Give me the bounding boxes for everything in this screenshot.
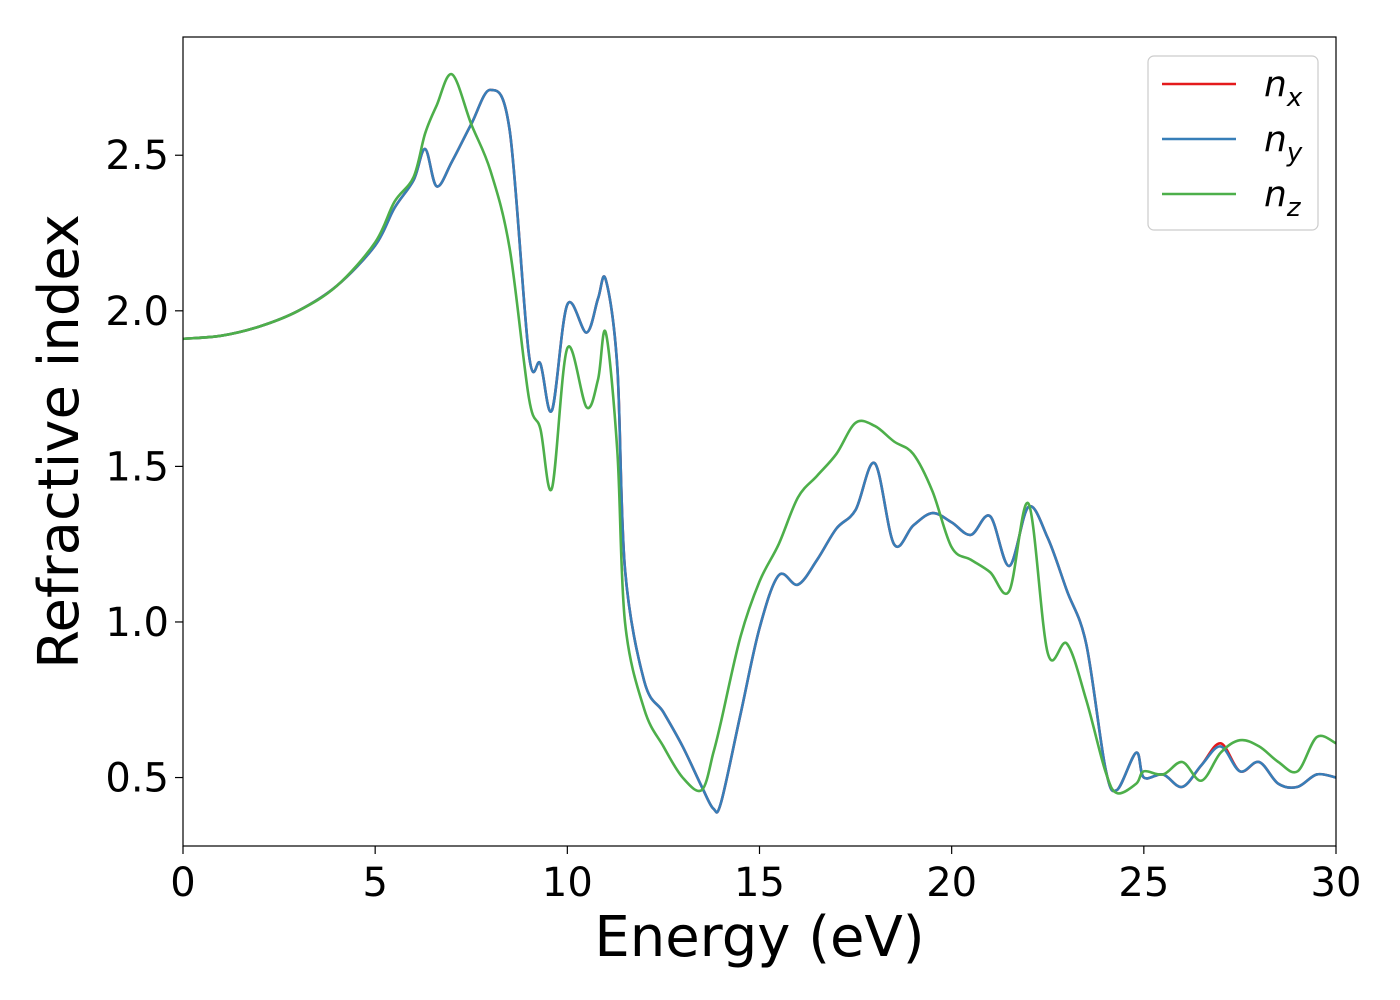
x-axis-title: Energy (eV)	[594, 905, 924, 970]
x-tick-label: 30	[1311, 860, 1362, 906]
x-axis-ticks: 0 5 10 15 20 25 30	[170, 846, 1361, 906]
y-axis-ticks: 0.5 1.0 1.5 2.0 2.5	[105, 133, 183, 802]
x-tick-label: 25	[1118, 860, 1169, 906]
y-tick-label: 2.5	[105, 133, 169, 179]
series-line-y	[183, 88, 1336, 814]
y-tick-label: 0.5	[105, 756, 169, 802]
legend-label-y: ny	[1264, 119, 1303, 168]
y-axis-title: Refractive index	[27, 214, 92, 669]
x-tick-label: 15	[734, 860, 785, 906]
series-line-z	[183, 73, 1336, 795]
legend-label-x: nx	[1264, 64, 1303, 113]
legend-label-z: nz	[1264, 174, 1302, 223]
y-tick-label: 1.5	[105, 444, 169, 490]
x-tick-label: 0	[170, 860, 195, 906]
y-tick-label: 2.0	[105, 289, 169, 335]
legend-frame	[1147, 55, 1319, 231]
x-tick-label: 5	[362, 860, 387, 906]
x-tick-label: 20	[926, 860, 977, 906]
series-lines	[183, 73, 1336, 814]
x-tick-label: 10	[542, 860, 593, 906]
legend: nx ny nz	[1147, 55, 1319, 231]
y-tick-label: 1.0	[105, 600, 169, 646]
